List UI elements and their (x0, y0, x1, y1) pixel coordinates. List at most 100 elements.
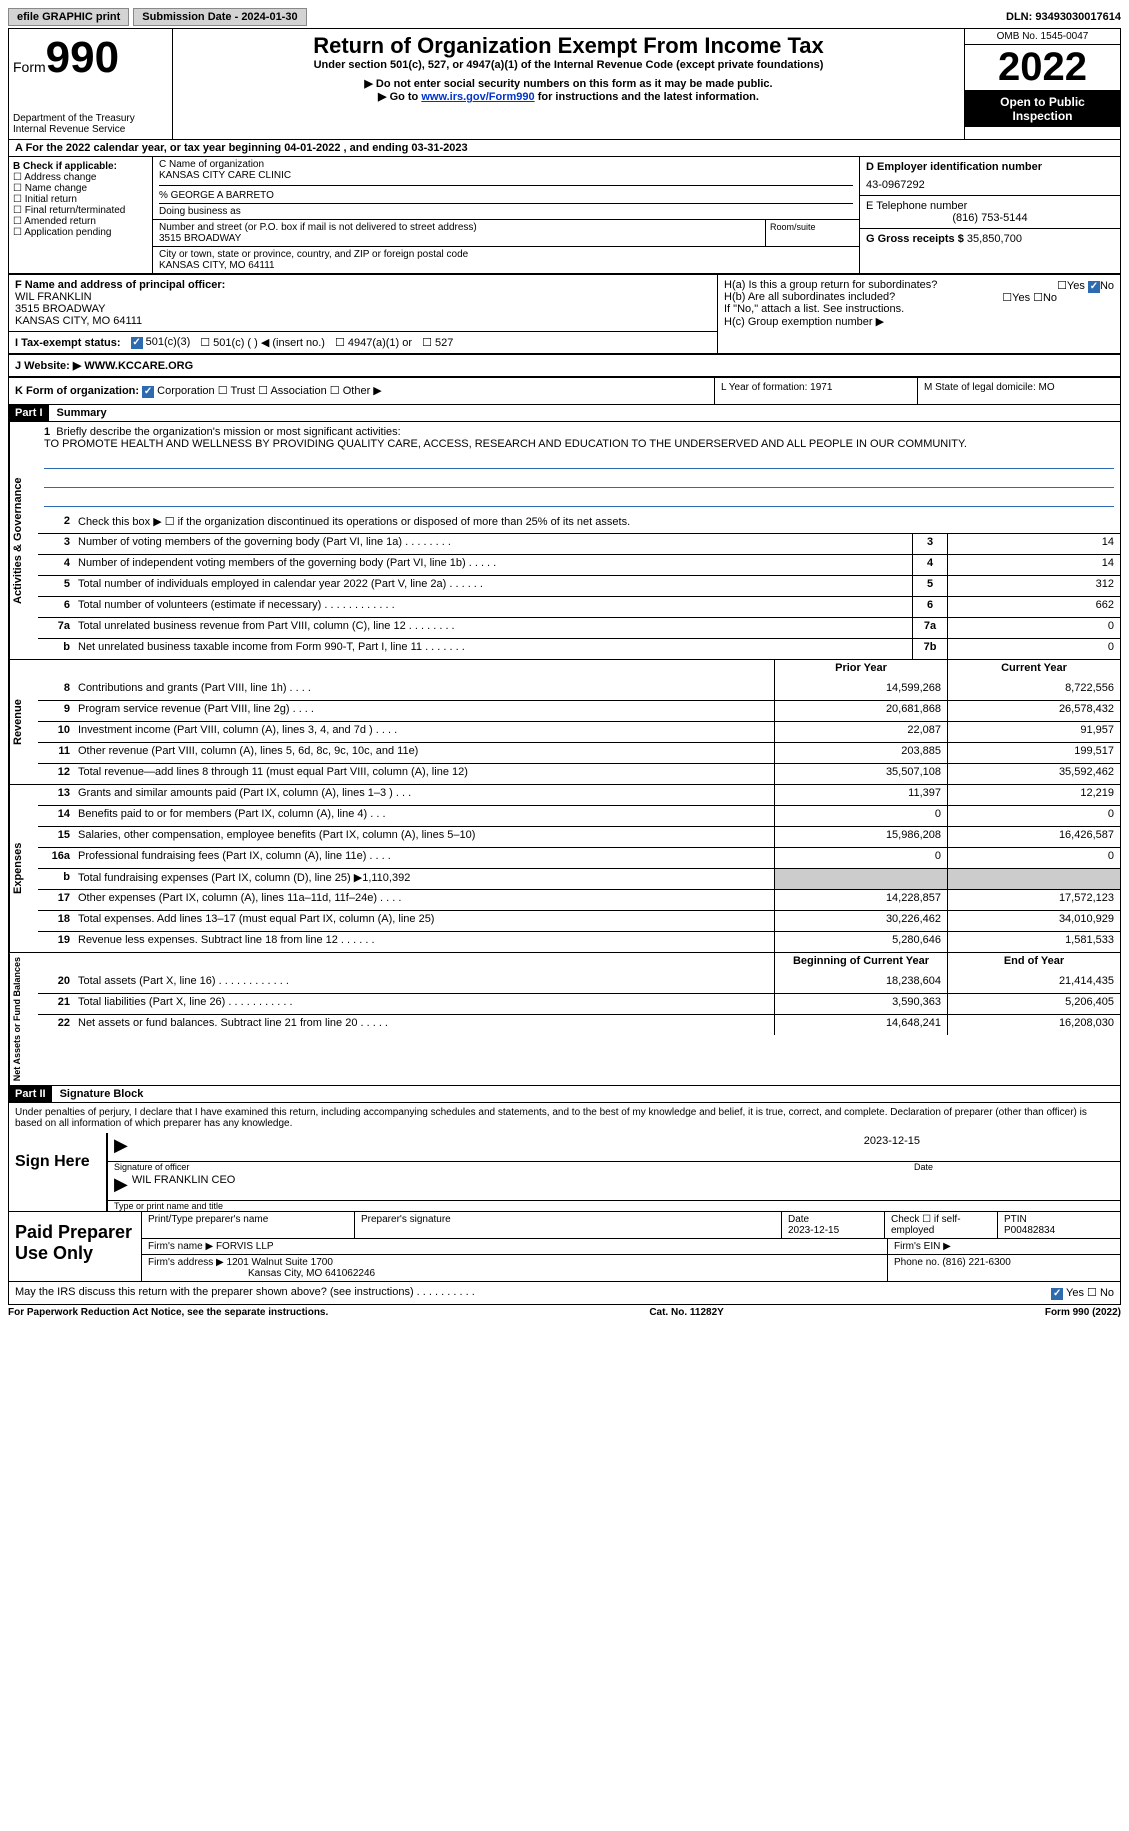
table-row: 7aTotal unrelated business revenue from … (38, 617, 1120, 638)
mission-text: TO PROMOTE HEALTH AND WELLNESS BY PROVID… (44, 438, 967, 450)
website-value: WWW.KCCARE.ORG (84, 360, 193, 372)
top-bar: efile GRAPHIC print Submission Date - 20… (8, 8, 1121, 26)
form-note2: ▶ Go to www.irs.gov/Form990 for instruct… (177, 90, 960, 103)
officer-addr2: KANSAS CITY, MO 64111 (15, 315, 711, 327)
check-address-change[interactable]: ☐ Address change (13, 172, 148, 183)
section-fh: F Name and address of principal officer:… (8, 274, 1121, 354)
table-row: 15Salaries, other compensation, employee… (38, 826, 1120, 847)
end-year-header: End of Year (947, 953, 1120, 973)
table-row: 17Other expenses (Part IX, column (A), l… (38, 889, 1120, 910)
table-row: 5Total number of individuals employed in… (38, 575, 1120, 596)
table-row: 21Total liabilities (Part X, line 26) . … (38, 993, 1120, 1014)
section-h: H(a) Is this a group return for subordin… (717, 275, 1120, 353)
netassets-section: Net Assets or Fund Balances Beginning of… (8, 953, 1121, 1086)
check-amended-return[interactable]: ☐ Amended return (13, 216, 148, 227)
year-formation: 1971 (810, 382, 832, 393)
revenue-section: Revenue Prior Year Current Year 8Contrib… (8, 660, 1121, 785)
form-header: Form990 Department of the Treasury Inter… (8, 28, 1121, 140)
city-label: City or town, state or province, country… (159, 249, 853, 260)
current-year-header: Current Year (947, 660, 1120, 680)
table-row: 11Other revenue (Part VIII, column (A), … (38, 742, 1120, 763)
perjury-text: Under penalties of perjury, I declare th… (9, 1103, 1120, 1133)
table-row: 3Number of voting members of the governi… (38, 533, 1120, 554)
begin-year-header: Beginning of Current Year (774, 953, 947, 973)
tax-year: 2022 (965, 45, 1120, 91)
signature-block: Under penalties of perjury, I declare th… (8, 1103, 1121, 1212)
table-row: 10Investment income (Part VIII, column (… (38, 721, 1120, 742)
footer: For Paperwork Reduction Act Notice, see … (8, 1305, 1121, 1320)
table-row: 8Contributions and grants (Part VIII, li… (38, 680, 1120, 700)
table-row: bTotal fundraising expenses (Part IX, co… (38, 868, 1120, 889)
org-name: KANSAS CITY CARE CLINIC (159, 170, 853, 181)
mission-block: 1 Briefly describe the organization's mi… (38, 422, 1120, 513)
addr-label: Number and street (or P.O. box if mail i… (159, 222, 759, 233)
discuss-no[interactable]: ☐ No (1087, 1287, 1114, 1299)
ptin-value: P00482834 (1004, 1225, 1055, 1236)
form-word: Form (13, 59, 46, 75)
firm-addr2: Kansas City, MO 641062246 (248, 1268, 375, 1279)
preparer-block: Paid Preparer Use Only Print/Type prepar… (8, 1212, 1121, 1282)
firm-phone: (816) 221-6300 (942, 1257, 1010, 1268)
side-label-activities: Activities & Governance (9, 422, 38, 659)
signature-arrow-icon: ▶ (114, 1135, 128, 1159)
discuss-yes[interactable]: ✓ Yes (1051, 1287, 1084, 1299)
irs-link[interactable]: www.irs.gov/Form990 (421, 91, 534, 103)
phone-label: E Telephone number (866, 200, 1114, 212)
form-number: 990 (46, 33, 119, 82)
check-initial-return[interactable]: ☐ Initial return (13, 194, 148, 205)
table-row: 18Total expenses. Add lines 13–17 (must … (38, 910, 1120, 931)
sign-date: 2023-12-15 (864, 1135, 920, 1147)
table-row: 13Grants and similar amounts paid (Part … (38, 785, 1120, 805)
section-d: D Employer identification number 43-0967… (859, 157, 1120, 273)
section-b: B Check if applicable: ☐ Address change … (9, 157, 153, 273)
form-title: Return of Organization Exempt From Incom… (177, 33, 960, 59)
side-label-expenses: Expenses (9, 785, 38, 952)
check-other[interactable]: ☐ Other ▶ (330, 385, 382, 397)
section-c: C Name of organization KANSAS CITY CARE … (153, 157, 859, 273)
paid-preparer-label: Paid Preparer Use Only (9, 1212, 141, 1281)
table-row: 20Total assets (Part X, line 16) . . . .… (38, 973, 1120, 993)
submission-date-button[interactable]: Submission Date - 2024-01-30 (133, 8, 306, 26)
officer-signed-name: WIL FRANKLIN CEO (132, 1174, 236, 1198)
care-of: % GEORGE A BARRETO (159, 190, 853, 201)
self-employed-check[interactable]: Check ☐ if self-employed (885, 1212, 998, 1238)
check-final-return[interactable]: ☐ Final return/terminated (13, 205, 148, 216)
table-row: 19Revenue less expenses. Subtract line 1… (38, 931, 1120, 952)
check-501c[interactable]: ☐ 501(c) ( ) ◀ (insert no.) (200, 336, 325, 349)
phone-value: (816) 753-5144 (866, 212, 1114, 224)
sign-here-label: Sign Here (9, 1133, 108, 1211)
ein-label: D Employer identification number (866, 161, 1114, 173)
table-row: 22Net assets or fund balances. Subtract … (38, 1014, 1120, 1035)
table-row: 16aProfessional fundraising fees (Part I… (38, 847, 1120, 868)
state-domicile: MO (1039, 382, 1055, 393)
activities-section: Activities & Governance 1 Briefly descri… (8, 422, 1121, 660)
fiscal-year-row: A For the 2022 calendar year, or tax yea… (8, 140, 1121, 157)
check-527[interactable]: ☐ 527 (422, 336, 453, 349)
part1-header: Part I Summary (8, 405, 1121, 422)
check-4947[interactable]: ☐ 4947(a)(1) or (335, 336, 412, 349)
omb-number: OMB No. 1545-0047 (965, 29, 1120, 45)
ein-value: 43-0967292 (866, 179, 1114, 191)
check-trust[interactable]: ☐ Trust (218, 385, 255, 397)
check-name-change[interactable]: ☐ Name change (13, 183, 148, 194)
addr-value: 3515 BROADWAY (159, 233, 759, 244)
side-label-revenue: Revenue (9, 660, 38, 784)
check-app-pending[interactable]: ☐ Application pending (13, 227, 148, 238)
table-row: bNet unrelated business taxable income f… (38, 638, 1120, 659)
check-501c3[interactable]: ✓ 501(c)(3) (131, 336, 191, 349)
open-inspection-badge: Open to Public Inspection (965, 91, 1120, 127)
expenses-section: Expenses 13Grants and similar amounts pa… (8, 785, 1121, 953)
check-corporation[interactable]: ✓ Corporation (142, 385, 215, 397)
table-row: 6Total number of volunteers (estimate if… (38, 596, 1120, 617)
officer-addr1: 3515 BROADWAY (15, 303, 711, 315)
form-subtitle: Under section 501(c), 527, or 4947(a)(1)… (177, 59, 960, 71)
table-row: 4Number of independent voting members of… (38, 554, 1120, 575)
discuss-row: May the IRS discuss this return with the… (8, 1282, 1121, 1305)
part2-header: Part II Signature Block (8, 1086, 1121, 1103)
city-value: KANSAS CITY, MO 64111 (159, 260, 853, 271)
efile-print-button[interactable]: efile GRAPHIC print (8, 8, 129, 26)
check-association[interactable]: ☐ Association (258, 385, 327, 397)
dln-text: DLN: 93493030017614 (1006, 11, 1121, 23)
preparer-date: 2023-12-15 (788, 1225, 839, 1236)
side-label-netassets: Net Assets or Fund Balances (9, 953, 38, 1085)
